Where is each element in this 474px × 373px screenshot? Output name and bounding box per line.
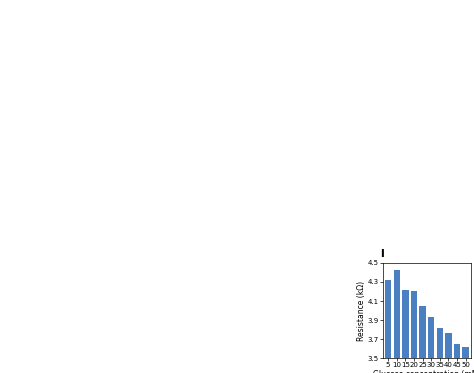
Bar bbox=[410, 291, 417, 373]
Bar bbox=[428, 317, 434, 373]
Text: l: l bbox=[381, 249, 384, 259]
Bar bbox=[445, 333, 452, 373]
X-axis label: Glucose concentration (mM): Glucose concentration (mM) bbox=[373, 370, 474, 373]
Bar bbox=[419, 306, 426, 373]
Y-axis label: Resistance (kΩ): Resistance (kΩ) bbox=[357, 280, 366, 341]
Bar bbox=[454, 344, 460, 373]
Bar bbox=[462, 347, 469, 373]
Bar bbox=[402, 289, 409, 373]
Bar bbox=[385, 280, 392, 373]
Bar bbox=[437, 327, 443, 373]
Bar bbox=[393, 270, 400, 373]
